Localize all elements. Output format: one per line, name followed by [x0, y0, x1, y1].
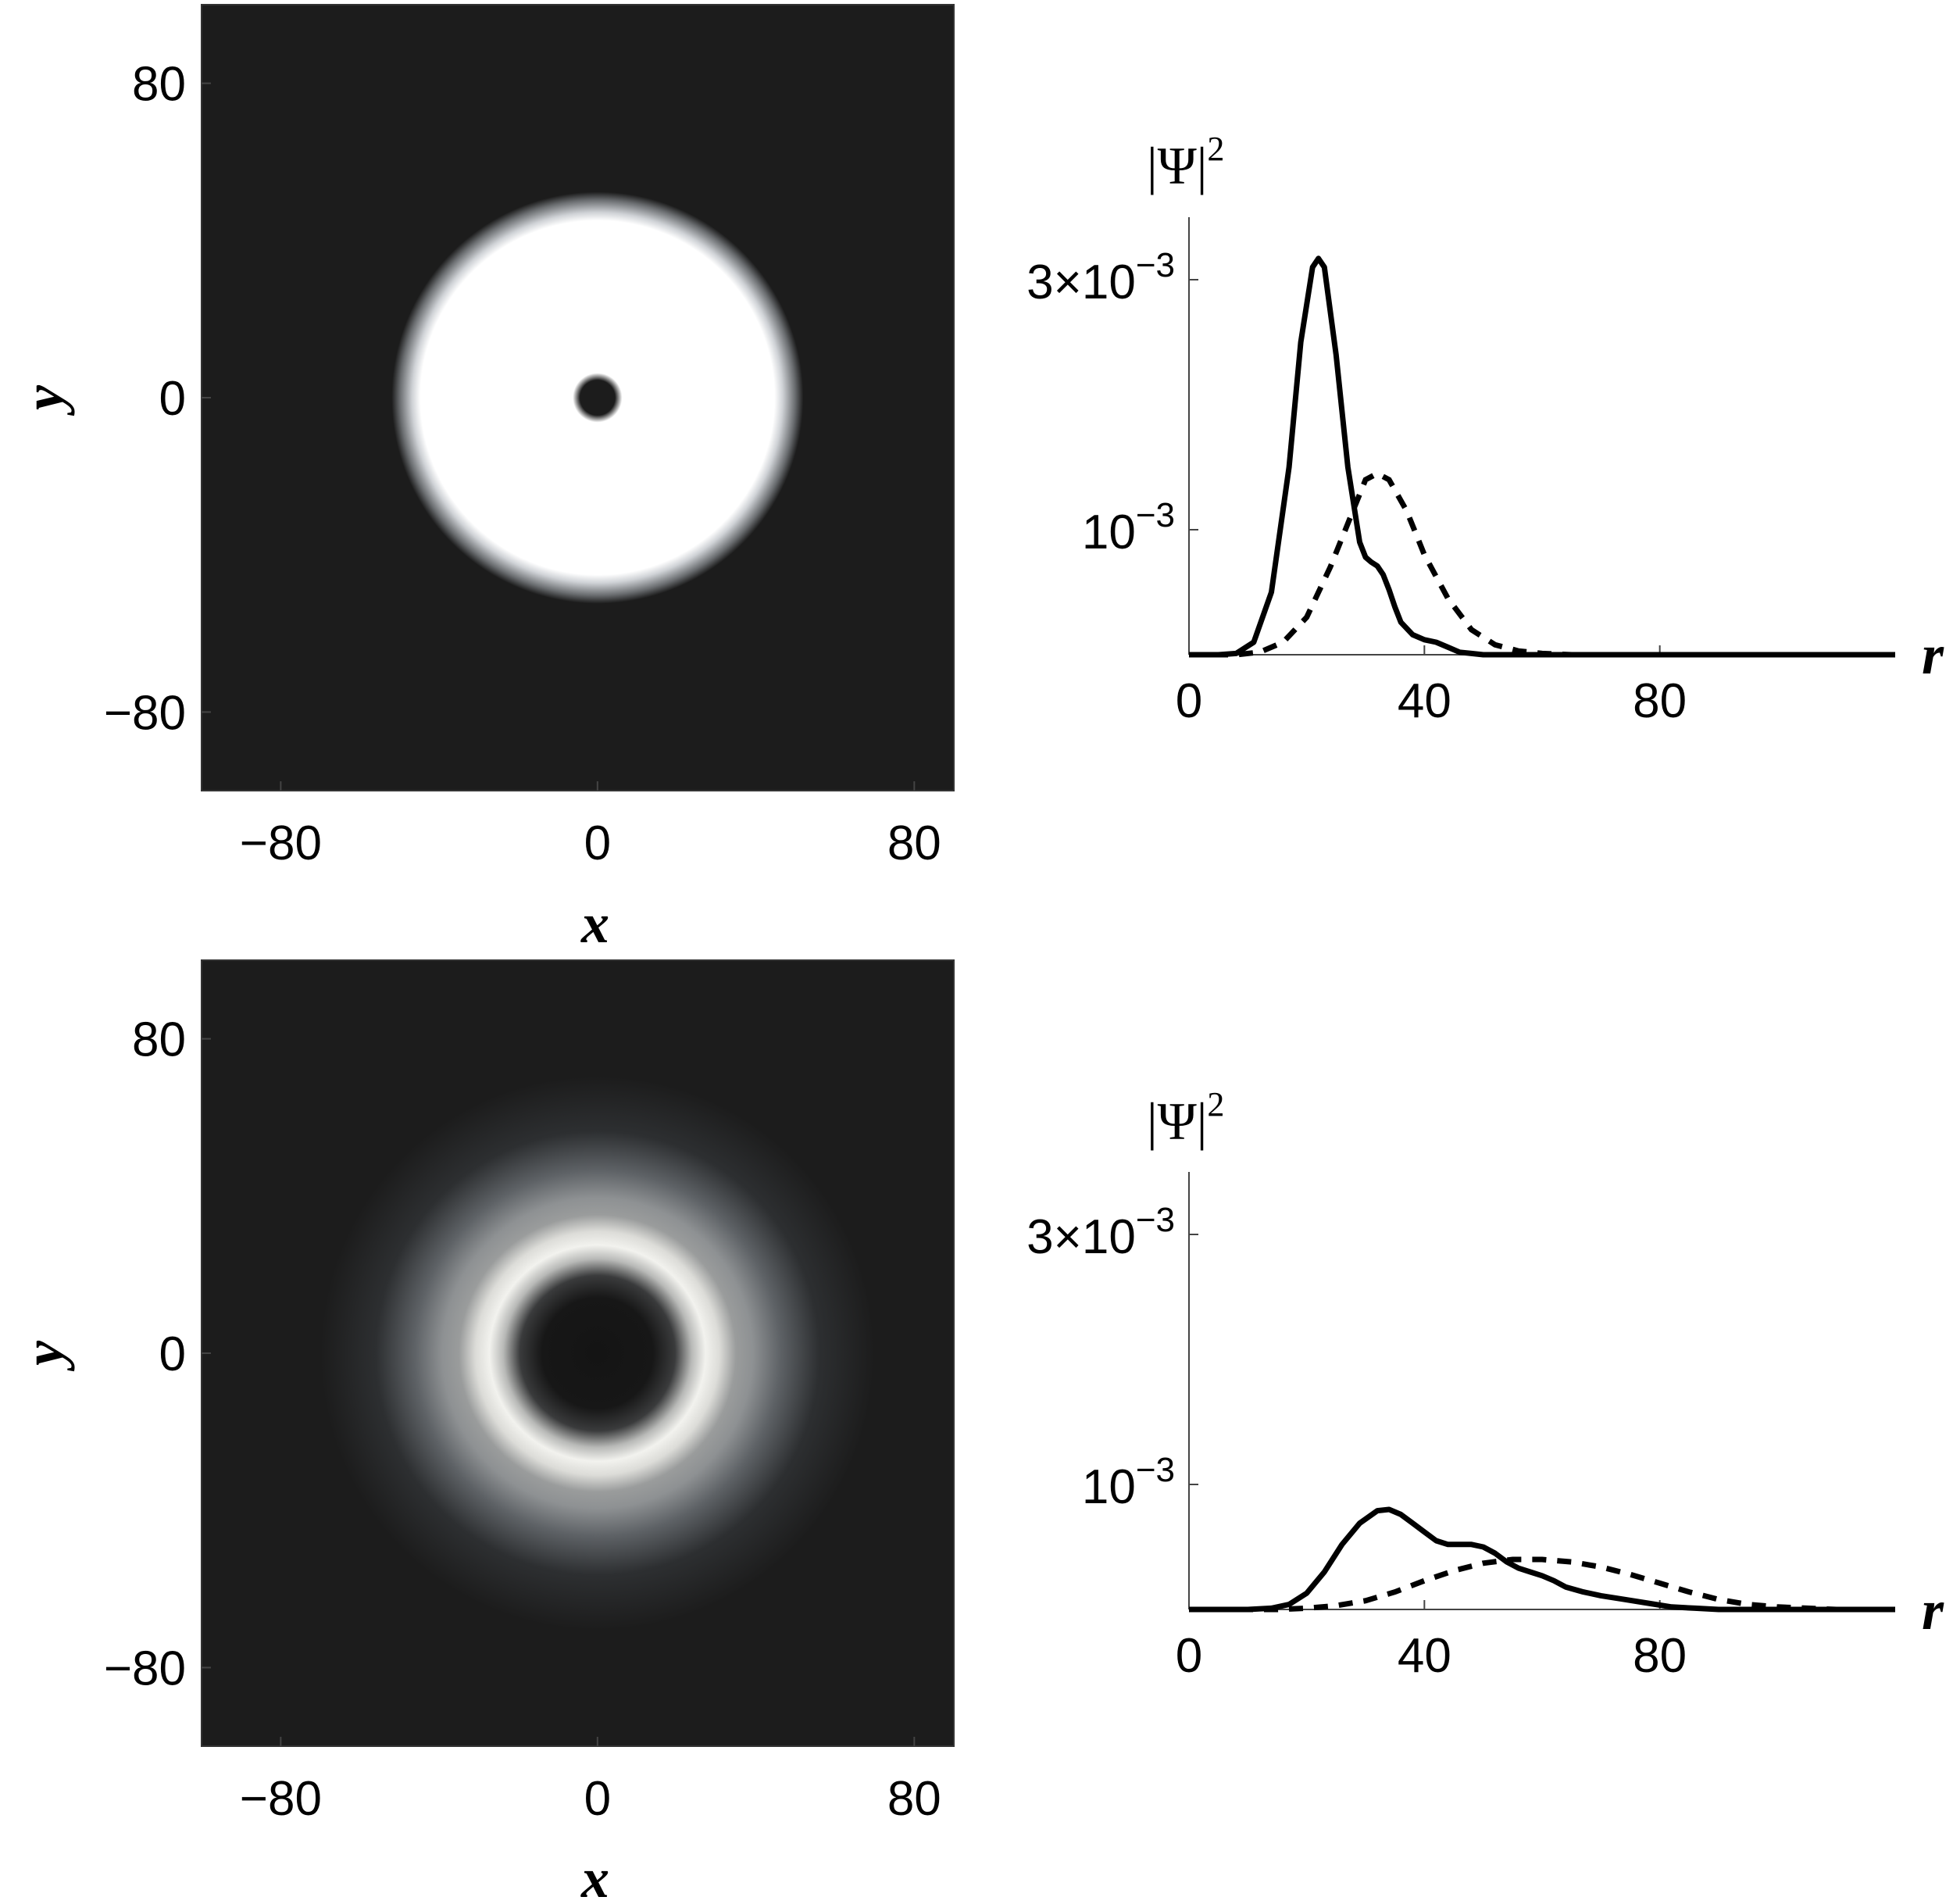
heatmap-bottom-ticks: −80 0 80 80 0 −80 [104, 1013, 941, 1826]
heatmap-y-tick-label: 0 [159, 372, 186, 426]
series-solid-line [1189, 255, 1895, 658]
heatmap-x-tick-label: 80 [887, 816, 941, 870]
heatmap-x-tick-label: 80 [887, 1772, 941, 1826]
x-tick-label: 40 [1398, 674, 1451, 728]
heatmap-top: −80 0 80 80 0 −80 x y [12, 4, 955, 955]
heatmap-y-tick-label: −80 [104, 1641, 186, 1695]
heatmap-top-halo [391, 191, 804, 604]
y-tick-label: 3×10−3 [1026, 246, 1175, 309]
heatmap-y-tick-label: 0 [159, 1327, 186, 1381]
heatmap-bottom: −80 0 80 80 0 −80 x y [12, 959, 955, 1904]
line-plot-bottom-ylabel: |Ψ|2 [1147, 1085, 1224, 1151]
y-tick-label: 3×10−3 [1026, 1201, 1175, 1264]
heatmap-top-ylabel: y [12, 384, 75, 416]
line-plot-bottom-xlabel: r [1922, 1579, 1944, 1641]
x-tick-label: 0 [1176, 1629, 1202, 1683]
heatmap-y-tick-label: 80 [132, 58, 186, 112]
heatmap-top-xlabel: x [580, 892, 609, 955]
y-tick-label: 10−3 [1082, 1451, 1175, 1514]
heatmap-top-ticks: −80 0 80 80 0 −80 [104, 58, 941, 870]
x-tick-label: 80 [1633, 1629, 1687, 1683]
heatmap-x-tick-label: −80 [240, 1772, 322, 1826]
heatmap-y-tick-label: −80 [104, 686, 186, 740]
x-tick-label: 80 [1633, 674, 1687, 728]
line-plot-top-ylabel: |Ψ|2 [1147, 130, 1224, 195]
line-plot-bottom: |Ψ|2 r 0 40 80 3×10−3 10−3 [1026, 1085, 1944, 1683]
heatmap-bottom-xlabel: x [580, 1847, 609, 1904]
x-tick-label: 0 [1176, 674, 1202, 728]
line-plot-top: |Ψ|2 r 0 40 80 3×10−3 10−3 [1026, 130, 1944, 728]
heatmap-x-tick-label: 0 [584, 816, 611, 870]
heatmap-y-tick-label: 80 [132, 1013, 186, 1067]
x-tick-label: 40 [1398, 1629, 1451, 1683]
line-plot-top-xlabel: r [1922, 623, 1944, 686]
heatmap-bottom-ylabel: y [12, 1340, 75, 1372]
series-dashed-line [1189, 1556, 1895, 1613]
series-solid-line [1189, 1506, 1895, 1613]
series-dashed-line [1189, 470, 1895, 658]
heatmap-x-tick-label: 0 [584, 1772, 611, 1826]
y-tick-label: 10−3 [1082, 496, 1175, 559]
heatmap-x-tick-label: −80 [240, 816, 322, 870]
heatmap-bottom-ring [320, 1076, 875, 1631]
